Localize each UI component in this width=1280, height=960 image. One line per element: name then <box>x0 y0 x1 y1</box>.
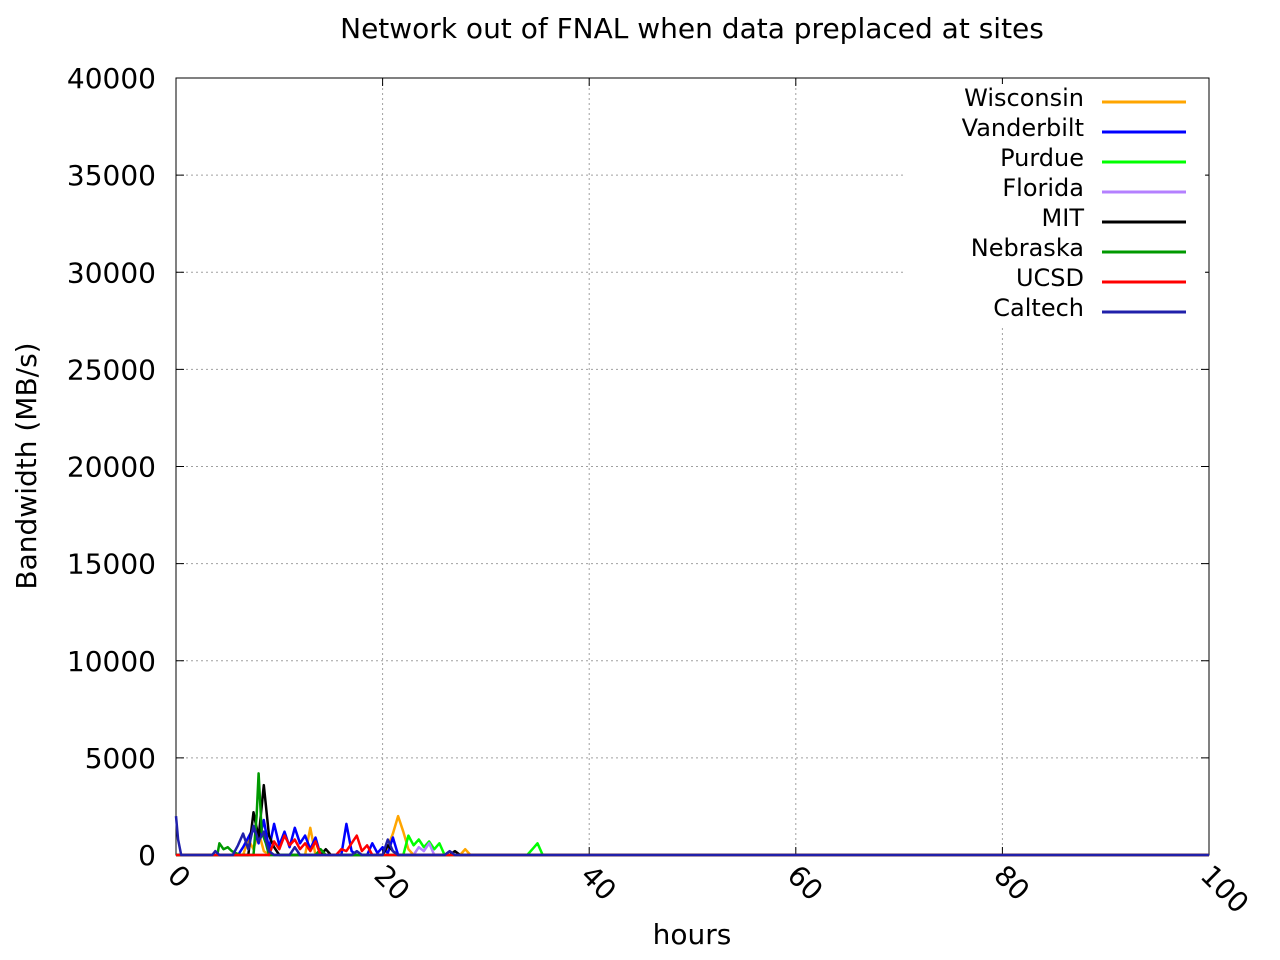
y-tick-label: 25000 <box>67 353 156 386</box>
series-lines <box>174 772 1209 857</box>
x-axis-label: hours <box>653 918 732 951</box>
y-tick-label: 5000 <box>85 742 156 775</box>
x-tick-label: 100 <box>1194 859 1255 920</box>
legend-label-florida: Florida <box>1002 174 1084 202</box>
y-tick-label: 30000 <box>67 256 156 289</box>
y-tick-label: 10000 <box>67 645 156 678</box>
x-tick-label: 40 <box>574 859 623 908</box>
legend-background <box>905 84 1205 328</box>
x-tick-label: 20 <box>368 859 417 908</box>
legend-label-purdue: Purdue <box>1000 144 1084 172</box>
y-axis-label: Bandwidth (MB/s) <box>10 342 43 589</box>
series-line-purdue <box>176 834 1209 857</box>
legend-label-mit: MIT <box>1042 204 1085 232</box>
y-tick-label: 0 <box>138 839 156 872</box>
y-tick-label: 20000 <box>67 451 156 484</box>
series-line-vanderbilt <box>176 818 1209 857</box>
y-tick-label: 40000 <box>67 62 156 95</box>
chart-title: Network out of FNAL when data preplaced … <box>340 12 1044 45</box>
series-line-ucsd <box>176 834 1209 857</box>
legend-label-ucsd: UCSD <box>1016 264 1084 292</box>
legend-label-wisconsin: Wisconsin <box>964 84 1084 112</box>
legend-label-caltech: Caltech <box>993 294 1084 322</box>
legend-label-nebraska: Nebraska <box>971 234 1084 262</box>
legend: WisconsinVanderbiltPurdueFloridaMITNebra… <box>905 84 1205 328</box>
x-tick-label: 80 <box>987 859 1036 908</box>
series-line-mit <box>176 783 1209 857</box>
y-tick-label: 35000 <box>67 159 156 192</box>
y-axis-ticks: 0 5000 10000 15000 20000 25000 30000 35000 40000 <box>67 62 1209 872</box>
x-tick-label: 0 <box>161 859 197 895</box>
y-tick-label: 15000 <box>67 548 156 581</box>
series-line-wisconsin <box>176 814 1209 857</box>
series-line-caltech <box>174 815 1209 857</box>
series-line-nebraska <box>176 772 1209 857</box>
x-tick-label: 60 <box>781 859 830 908</box>
legend-label-vanderbilt: Vanderbilt <box>962 114 1084 142</box>
